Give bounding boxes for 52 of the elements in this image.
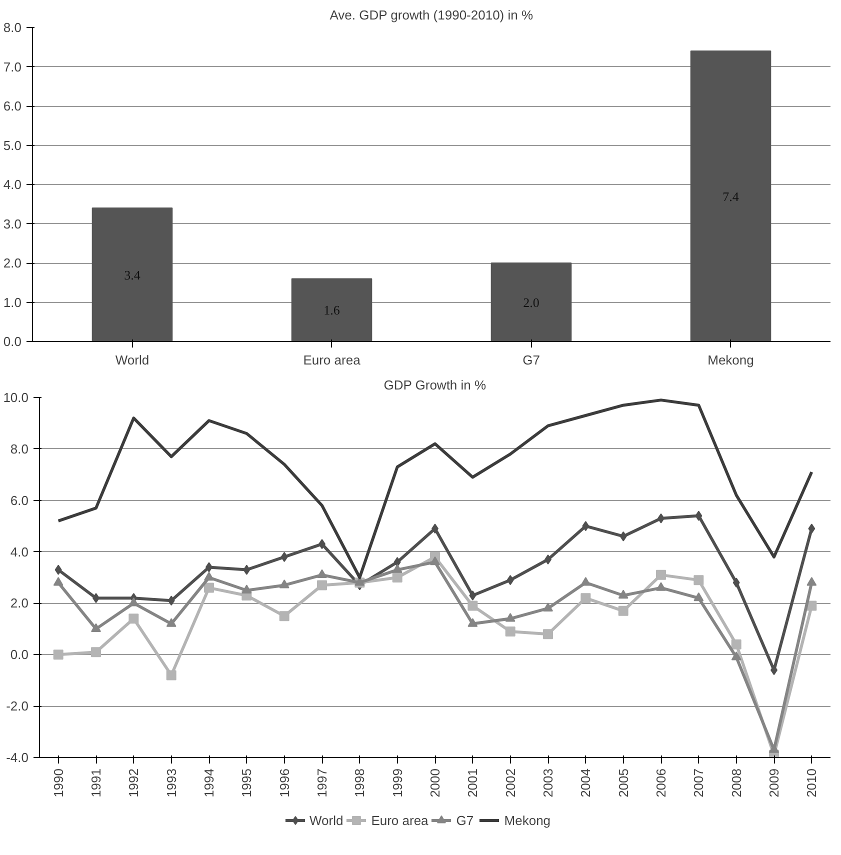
y-tick-label: 7.0 bbox=[3, 59, 22, 74]
x-tick-label: 1995 bbox=[239, 768, 254, 798]
x-tick-label: 2001 bbox=[465, 768, 480, 798]
x-tick-label: 1992 bbox=[126, 768, 142, 798]
x-tick-label: 2009 bbox=[766, 768, 782, 798]
x-tick-label: 2010 bbox=[804, 768, 820, 798]
chart-title: Ave. GDP growth (1990-2010) in % bbox=[330, 8, 534, 22]
x-tick-label: 2007 bbox=[691, 768, 706, 798]
y-tick-label: -2.0 bbox=[6, 698, 29, 714]
data-label: 7.4 bbox=[722, 188, 740, 204]
y-tick-label: 2.0 bbox=[10, 596, 29, 611]
x-tick-label: 1996 bbox=[276, 768, 292, 798]
chart-title: GDP Growth in % bbox=[384, 378, 486, 392]
legend-label: Mekong bbox=[504, 812, 551, 828]
y-tick-label: 3.0 bbox=[3, 216, 22, 232]
x-tick-label: 1994 bbox=[202, 768, 216, 798]
x-tick-label: 2008 bbox=[728, 768, 744, 798]
x-tick-label: Mekong bbox=[708, 352, 754, 368]
x-tick-label: World bbox=[115, 352, 150, 368]
y-tick-label: 6.0 bbox=[10, 492, 29, 508]
legend-label: Euro area bbox=[371, 812, 428, 828]
x-tick-label: 1998 bbox=[352, 768, 368, 798]
x-tick-label: 1990 bbox=[50, 768, 66, 798]
legend-label: G7 bbox=[456, 812, 475, 828]
data-label: 1.6 bbox=[324, 302, 340, 318]
y-tick-label: 8.0 bbox=[10, 441, 29, 456]
y-tick-label: 1.0 bbox=[3, 294, 22, 310]
x-tick-label: 1997 bbox=[314, 768, 330, 798]
data-label: 3.4 bbox=[124, 267, 141, 282]
y-tick-label: -4.0 bbox=[6, 750, 29, 765]
x-tick-label: G7 bbox=[522, 352, 540, 368]
x-tick-label: 2000 bbox=[428, 768, 442, 798]
x-tick-label: 1993 bbox=[164, 768, 179, 798]
x-tick-label: 2003 bbox=[540, 768, 556, 798]
y-tick-label: 4.0 bbox=[10, 544, 29, 560]
data-label: 2.0 bbox=[523, 294, 540, 310]
y-tick-label: 0.0 bbox=[10, 647, 29, 662]
y-tick-label: 8.0 bbox=[3, 20, 22, 35]
y-tick-label: 5.0 bbox=[3, 138, 22, 153]
x-tick-label: 2006 bbox=[654, 768, 668, 798]
x-tick-label: 1991 bbox=[88, 768, 104, 798]
y-tick-label: 6.0 bbox=[3, 98, 22, 114]
y-tick-label: 2.0 bbox=[3, 256, 22, 270]
x-tick-label: 1999 bbox=[390, 768, 405, 798]
x-tick-label: Euro area bbox=[303, 352, 362, 368]
y-tick-label: 0.0 bbox=[3, 334, 22, 349]
y-tick-label: 10.0 bbox=[3, 390, 29, 405]
x-tick-label: 2002 bbox=[502, 768, 518, 798]
x-tick-label: 2004 bbox=[578, 768, 594, 798]
y-tick-label: 4.0 bbox=[3, 177, 22, 192]
legend-label: World bbox=[309, 812, 344, 828]
x-tick-label: 2005 bbox=[616, 768, 631, 798]
